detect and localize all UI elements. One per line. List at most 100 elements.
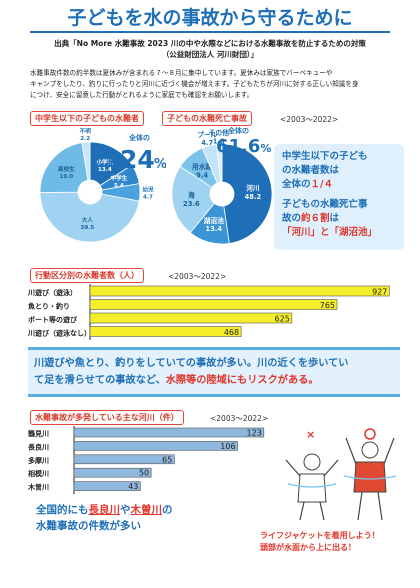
bar-category-3: 相模川 (28, 469, 49, 478)
victims-big-value: 24 (120, 145, 155, 174)
pie-value-4: 19.0 (59, 174, 73, 180)
activity-period: <2003〜2022> (168, 272, 227, 281)
bar-3 (73, 467, 152, 478)
pie-slice-5 (215, 143, 223, 183)
bar-2 (89, 312, 293, 324)
activity-bar-chart: 川遊び（遊泳） 927 魚とり・釣り 765 ボート等の遊び 625 川遊び（遊泳なし） 46… (27, 284, 390, 340)
band-line-2a: て足を滑らせての事故など、 (34, 375, 166, 386)
correct-posture-figure (343, 428, 397, 521)
pies-period: <2003〜2022> (280, 115, 339, 124)
pie-label-3: 大人 (82, 216, 94, 224)
pie-value-0: 13.4 (98, 167, 112, 173)
bar-3 (89, 326, 242, 337)
callout-line-5a: 故の (282, 213, 302, 224)
pie-label-1: 中学生 (111, 174, 128, 182)
callout-line-2: の水難者数は (282, 165, 340, 176)
lifejacket-line-2: 頭部が水面から上に出る！ (260, 543, 356, 552)
bar-value-3: 50 (139, 469, 149, 478)
risk-message-band: 川遊びや魚とり、釣りをしていての事故が多い。川の近くを歩いてい て足を滑らせての… (28, 347, 400, 397)
bar-category-0: 川遊び（遊泳） (27, 288, 77, 297)
bar-value-4: 43 (128, 482, 138, 491)
pie-value-3: 9.4 (196, 171, 208, 179)
bar-value-1: 765 (320, 301, 335, 310)
pie-slice-3 (39, 191, 140, 243)
band-line-2: て足を滑らせての事故など、水際等の陸域にもリスクがある。 (34, 372, 394, 389)
deaths-big-value: 61.6 (216, 136, 261, 157)
bar-category-1: 長良川 (28, 442, 49, 451)
bar-4 (73, 481, 141, 491)
lifejacket-note: ライフジャケットを着用しよう！ 頭部が水面から上に出る！ (260, 530, 420, 554)
deaths-big-unit: % (260, 142, 272, 155)
pie-slice-0 (221, 143, 273, 244)
bar-1 (73, 441, 238, 451)
summary-callout: 中学生以下の子ども の水難者数は 全体の１/４ 子どもの水難死亡事 故の約６割は… (274, 144, 404, 250)
rivers-note-1d: 木曽川 (130, 504, 163, 516)
bar-category-4: 木曽川 (27, 483, 49, 492)
bar-value-1: 106 (220, 442, 235, 451)
bar-value-2: 65 (162, 455, 172, 464)
pie-value-4: 4.7 (201, 139, 213, 147)
pie-slice-2 (171, 165, 215, 234)
bar-category-3: 川遊び（遊泳なし） (27, 329, 91, 338)
rivers-note-1b: 長良川 (88, 504, 121, 516)
pie-label-0: 河川 (246, 184, 260, 193)
rivers-section-label: 水難事故が多発している主な河川（件） (30, 410, 184, 425)
rivers-note: 全国的にも長良川や木曽川の 水難事故の件数が多い (36, 502, 246, 534)
source-note: 出典「No More 水難事故 2023 川の中や水際などにおける水難事故を防止… (30, 38, 390, 60)
pie-label-4: プール (197, 130, 217, 139)
source-line-2: （公益財団法人 河川財団）」 (161, 50, 259, 59)
victims-big-about: 約 (108, 157, 117, 169)
intro-line-3: につけ、安全に留意した行動がとれるように家庭でも確認をお願いします。 (30, 91, 254, 99)
pie-label-3: 用水路 (191, 162, 212, 171)
intro-line-1: 水難事故件数の約半数は夏休みが含まれる７〜８月に集中しています。夏休みは家族でバ… (30, 69, 333, 77)
bar-value-2: 625 (275, 315, 290, 324)
pie-label-2: 海 (188, 191, 195, 200)
source-line-1: 出典「No More 水難事故 2023 川の中や水際などにおける水難事故を防止… (54, 39, 366, 48)
pie-value-5: 1.8 (213, 137, 225, 145)
callout-line-3b: １/４ (310, 179, 333, 190)
wrong-posture-figure: × (285, 428, 339, 521)
callout-line-5c: は (329, 213, 340, 224)
bar-category-1: 魚とり・釣り (28, 302, 70, 311)
callout-line-1: 中学生以下の子ども (282, 151, 368, 162)
pie-label-0: 小学生 (96, 158, 113, 166)
pie-value-5: 2.2 (80, 136, 90, 142)
rivers-bar-chart: 鶴見川 123 長良川 106 多摩川 65 相模川 50 木曽川 43 (27, 426, 265, 494)
callout-line-4: 子どもの水難死亡事 (282, 199, 368, 210)
intro-line-2: キャンプをしたり、釣りに行ったりと河川に近づく機会が増えます。子どもたちが河川に… (30, 80, 359, 88)
pie-value-2: 4.7 (143, 194, 153, 200)
wrong-mark: × (306, 428, 315, 441)
rivers-note-1a: 全国的にも (36, 504, 89, 516)
band-line-1: 川遊びや魚とり、釣りをしていての事故が多い。川の近くを歩いてい (34, 358, 349, 369)
bar-0 (73, 427, 265, 438)
rivers-note-line-1: 全国的にも長良川や木曽川の (36, 502, 246, 518)
bar-category-0: 鶴見川 (28, 429, 49, 438)
callout-line-3: 全体の１/４ (282, 178, 396, 192)
bar-value-0: 123 (247, 429, 262, 438)
bar-0 (89, 285, 390, 297)
bar-category-2: 多摩川 (28, 456, 49, 465)
lifejacket-line-1: ライフジャケットを着用しよう！ (260, 531, 380, 540)
deaths-big-prefix: 全体の (228, 127, 249, 135)
pie-label-5: その他 (209, 128, 229, 137)
title-underline (30, 31, 390, 33)
pie-value-3: 39.5 (80, 225, 94, 231)
pie-value-1: 5.4 (114, 183, 124, 189)
deaths-section-label: 子どもの水難死亡事故 (162, 111, 252, 126)
rivers-period: <2003〜2022> (210, 414, 269, 423)
deaths-big-number: 61.6% (216, 136, 271, 157)
callout-line-6: 「河川」と「湖沼池」 (282, 227, 378, 238)
bar-1 (89, 299, 338, 310)
lifejacket-illustration: × (285, 428, 397, 521)
rivers-note-line-2: 水難事故の件数が多い (36, 520, 141, 532)
page-title: 子どもを水の事故から守るために (67, 7, 353, 29)
pie-value-2: 23.6 (183, 200, 200, 208)
callout-line-5b: 約６割 (301, 213, 330, 224)
pie-label-4: 高校生 (58, 165, 75, 173)
pie-value-0: 48.2 (245, 193, 262, 201)
intro-paragraph: 水難事故件数の約半数は夏休みが含まれる７〜８月に集中しています。夏休みは家族でバ… (30, 68, 390, 101)
victims-big-prefix: 全体の (128, 133, 150, 142)
victims-section-label: 中学生以下の子どもの水難者 (30, 111, 144, 126)
